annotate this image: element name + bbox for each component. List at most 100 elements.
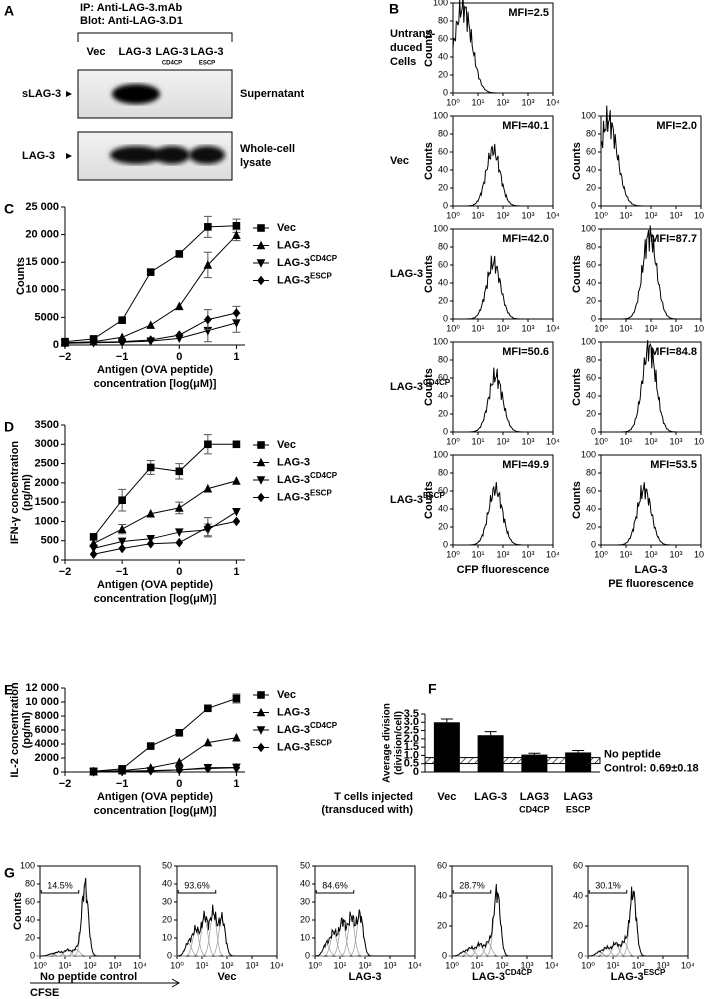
legend-label-base: LAG-3 — [277, 274, 310, 286]
y-tick-label: 10 000 — [25, 284, 59, 296]
series-line — [93, 480, 237, 544]
y-tick-label: 0.5 — [404, 758, 419, 770]
marker — [118, 336, 126, 347]
marker — [232, 308, 241, 318]
gate-bracket — [177, 890, 217, 894]
x-tick-label: 10⁴ — [270, 960, 284, 970]
panel-letter: D — [4, 419, 14, 435]
y-tick-label: 500 — [41, 535, 59, 547]
mfi-label: MFI=50.6 — [502, 346, 549, 358]
x-tick-label: 10⁴ — [408, 960, 422, 970]
x-tick-label: 10¹ — [619, 436, 632, 446]
blot-band — [110, 146, 162, 164]
x-tick-label: 0 — [176, 351, 182, 363]
y-tick-label: 10 — [162, 932, 172, 942]
legend-label-base: Vec — [277, 689, 296, 701]
x-axis-label: concentration [log(μM)] — [94, 805, 217, 817]
row-label: LAG-3 — [22, 150, 55, 162]
y-tick-label: 0 — [30, 950, 35, 960]
legend-label-sup: CD4CP — [310, 471, 338, 480]
y-tick-label: 15 000 — [25, 256, 59, 268]
x-tick-label: 10³ — [521, 323, 534, 333]
x-tick-label: −1 — [116, 778, 129, 790]
plot-label-base: LAG-3 — [472, 971, 505, 983]
marker — [175, 250, 184, 258]
y-axis-label: Average division — [382, 703, 393, 783]
y-axis-label: Counts — [423, 142, 435, 180]
histogram-curve — [40, 877, 140, 957]
marker — [232, 732, 241, 742]
marker — [175, 765, 184, 775]
y-tick-label: 4000 — [35, 738, 59, 750]
y-tick-label: 0 — [53, 554, 59, 566]
row-label: sLAG-3 — [22, 88, 61, 100]
y-tick-label: 2000 — [35, 477, 59, 489]
x-tick-label: 1 — [233, 351, 239, 363]
row-label: duced — [390, 42, 422, 54]
x-tick-label: 10³ — [669, 210, 682, 220]
y-tick-label: 0 — [443, 87, 448, 97]
y-tick-label: 0 — [591, 539, 596, 549]
x-tick-label: 10³ — [521, 436, 534, 446]
error-bar — [528, 752, 541, 755]
x-tick-label: 10² — [220, 960, 233, 970]
marker — [117, 524, 127, 533]
x-axis-label: concentration [log(μM)] — [94, 378, 217, 390]
marker — [204, 440, 212, 449]
x-tick-label: 10² — [644, 549, 657, 559]
y-tick-label: 1000 — [35, 515, 59, 527]
x-tick-label: 10² — [496, 210, 509, 220]
marker — [175, 330, 184, 340]
y-tick-label: 100 — [433, 110, 448, 120]
marker — [175, 467, 184, 476]
y-tick-label: 100 — [433, 336, 448, 346]
legend-marker — [256, 240, 266, 250]
x-axis-label: Antigen (OVA peptide) — [97, 791, 213, 803]
generation-fit — [70, 884, 100, 957]
plot-label: Vec — [218, 971, 237, 983]
legend-label: LAG-3ESCP — [277, 271, 332, 286]
x-tick-label: 10⁰ — [170, 960, 184, 970]
x-tick-label: 10² — [83, 960, 96, 970]
y-tick-label: 10 000 — [25, 696, 59, 708]
gate-bracket — [40, 890, 80, 894]
x-tick-label: 10³ — [521, 97, 534, 107]
x-tick-label: 10³ — [669, 549, 682, 559]
divided-label: 14.5% — [47, 880, 73, 890]
legend-marker — [257, 742, 265, 753]
x-tick-label: 10² — [496, 436, 509, 446]
gate-bracket — [588, 890, 628, 894]
legend-marker — [256, 259, 266, 268]
legend-marker — [257, 275, 265, 286]
y-tick-label: 5000 — [35, 311, 59, 323]
gate-bracket — [452, 890, 492, 894]
y-axis-label: Counts — [423, 368, 435, 406]
y-tick-label: 0 — [167, 950, 172, 960]
x-tick-label: 10¹ — [333, 960, 346, 970]
y-tick-label: 60 — [586, 372, 596, 382]
error-bar — [440, 718, 453, 723]
y-tick-label: 3.5 — [404, 708, 419, 720]
marker — [89, 549, 98, 560]
legend-marker — [257, 691, 265, 699]
generation-fit — [180, 930, 211, 957]
row-arrow — [66, 153, 72, 159]
series-line — [93, 520, 237, 555]
marker — [232, 476, 241, 485]
y-tick-label: 60 — [586, 259, 596, 269]
y-tick-label: 20 — [25, 932, 35, 942]
mfi-label: MFI=84.8 — [650, 346, 697, 358]
y-tick-label: 40 — [162, 878, 172, 888]
y-tick-label: 20 — [438, 521, 448, 531]
marker — [232, 516, 241, 527]
row-label-sup: CD4CP — [423, 378, 451, 387]
marker — [203, 326, 213, 336]
marker — [174, 301, 184, 311]
row-label: LAG-3ESCP — [390, 491, 445, 506]
y-tick-label: 20 — [162, 914, 172, 924]
plot-label-base: LAG-3 — [611, 971, 644, 983]
y-tick-label: 2.5 — [404, 724, 419, 736]
x-tick-label: 10⁰ — [594, 549, 608, 559]
legend-label: LAG-3ESCP — [277, 738, 332, 753]
x-tick-label: 10⁰ — [594, 323, 608, 333]
